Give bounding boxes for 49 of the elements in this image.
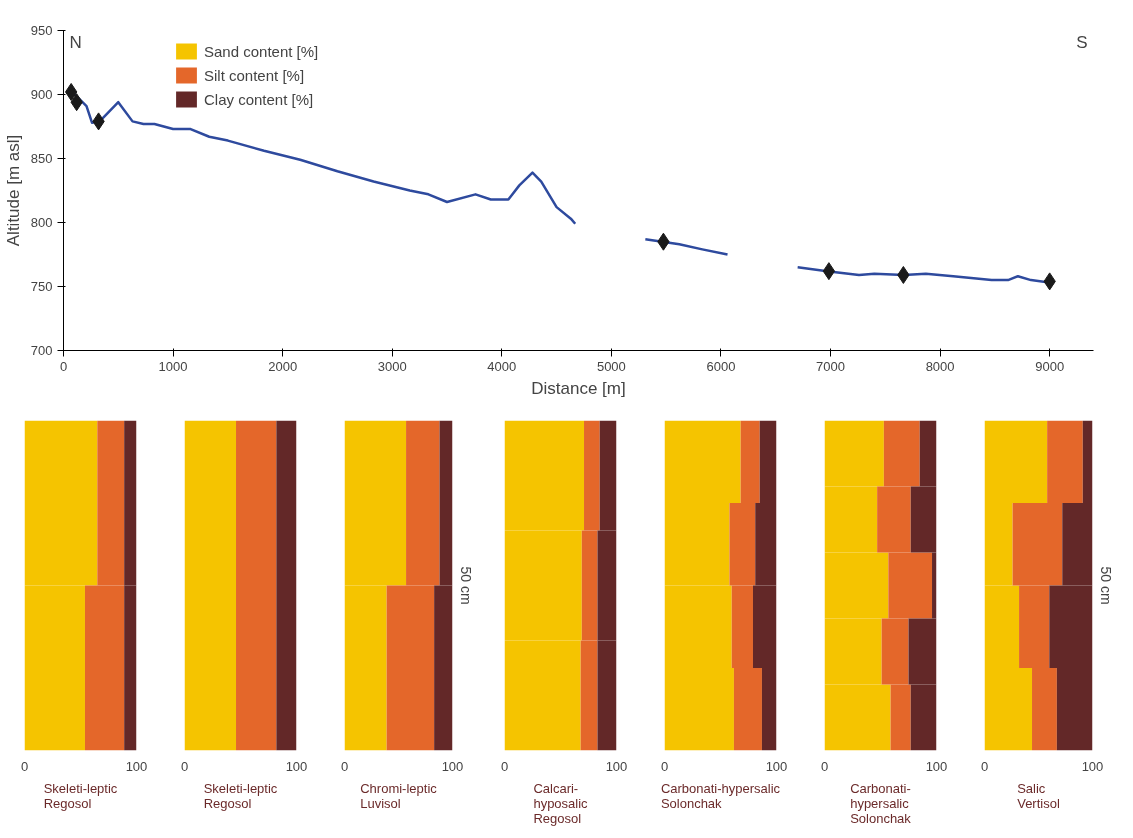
y-tick-label: 800 [30,215,53,230]
text: Salic Vertisol [1017,780,1060,811]
x-tick-label: 5000 [596,358,626,374]
text: Skeleti-leptic Regosol [203,780,278,811]
x-tick-label: 100 [125,758,148,774]
text: 50 cm [1097,566,1114,605]
text: Calcari- hyposalic Regosol [533,780,589,826]
x-tick-label: 2000 [268,358,298,374]
point [822,262,836,281]
y-tick-label: 900 [30,87,53,102]
annotation: S [1076,32,1088,52]
x-tick-label: 0 [59,358,68,374]
text: 50 cm [457,566,474,605]
annotation: N [69,32,82,52]
text: Chromi-leptic Luvisol [360,780,438,811]
x-tick-label: 100 [285,758,308,774]
x-tick-label: 0 [660,758,669,774]
x-tick-label: 6000 [706,358,736,374]
x-tick-label: 0 [820,758,829,774]
x-tick-label: 100 [1081,758,1104,774]
text: Skeleti-leptic Regosol [43,780,118,811]
y-axis-title: Altitude [m asl] [3,134,23,247]
x-axis-title: Distance [m] [531,378,626,398]
x-tick-label: 3000 [377,358,407,374]
x-tick-label: 1000 [158,358,188,374]
x-tick-label: 7000 [816,358,845,374]
text: Carbonati- hypersalic Solonchak [850,780,912,826]
x-tick-label: 100 [441,758,464,774]
y-tick-label: 750 [30,279,53,294]
x-tick-label: 0 [180,758,189,774]
x-tick-label: 4000 [487,358,517,374]
y-tick-label: 700 [30,343,53,358]
x-tick-label: 0 [500,758,509,774]
y-tick-label: 950 [30,23,53,38]
bar [236,420,277,751]
text: Carbonati-hypersalic Solonchak [660,780,781,811]
x-tick-label: 8000 [925,358,955,374]
y-tick-label: 850 [30,151,53,166]
x-tick-label: 9000 [1035,358,1065,374]
bar [276,420,297,751]
x-tick-label: 0 [980,758,989,774]
x-tick-label: 100 [925,758,948,774]
x-tick-label: 100 [605,758,628,774]
x-tick-label: 100 [765,758,788,774]
legend-label: Silt content [%] [204,66,305,84]
x-tick-label: 0 [20,758,29,774]
x-tick-label: 0 [340,758,349,774]
legend-label: Clay content [%] [204,90,314,108]
legend-label: Sand content [%] [204,42,319,60]
